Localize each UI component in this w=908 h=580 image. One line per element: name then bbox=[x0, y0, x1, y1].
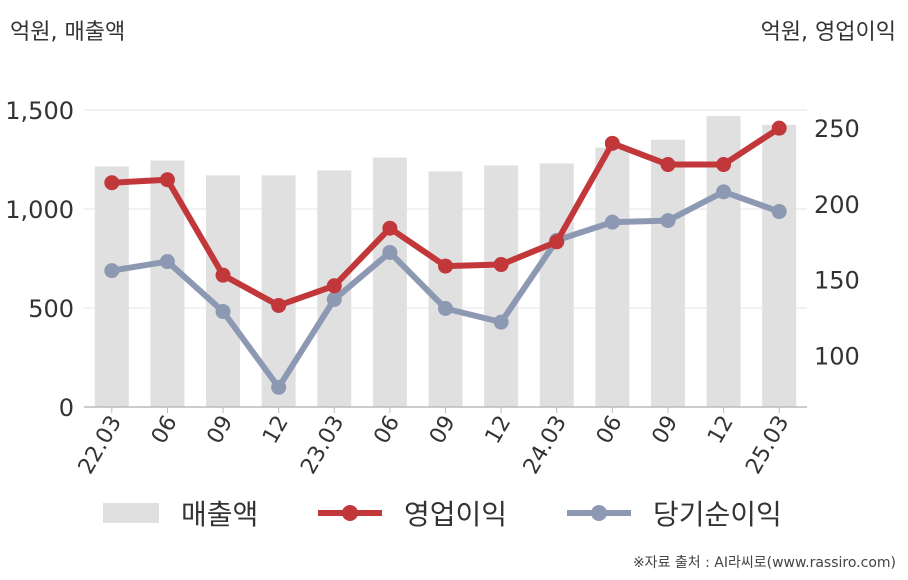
x-tick-label: 06 bbox=[369, 412, 405, 449]
legend-swatch-net bbox=[567, 505, 631, 521]
point-net-income bbox=[493, 314, 509, 330]
left-tick-label: 1,500 bbox=[5, 97, 74, 125]
left-tick-label: 1,000 bbox=[5, 196, 74, 224]
point-net-income bbox=[438, 301, 453, 317]
point-net-income bbox=[771, 204, 787, 220]
point-operating-profit bbox=[104, 175, 120, 191]
legend-label-revenue: 매출액 bbox=[181, 498, 259, 531]
point-operating-profit bbox=[716, 157, 732, 173]
x-tick-label: 25.03 bbox=[741, 412, 794, 479]
legend-swatch-operating bbox=[318, 505, 382, 521]
bar-revenue bbox=[762, 124, 797, 407]
right-tick-label: 250 bbox=[814, 115, 860, 143]
point-net-income bbox=[215, 304, 231, 320]
right-tick-label: 150 bbox=[814, 267, 860, 295]
bar-revenue bbox=[484, 165, 519, 407]
legend-item-operating: 영업이익 bbox=[318, 493, 507, 533]
legend-item-revenue: 매출액 bbox=[103, 493, 258, 533]
point-net-income bbox=[382, 244, 398, 260]
bar-revenue bbox=[428, 171, 463, 407]
legend-label-operating: 영업이익 bbox=[404, 498, 508, 531]
right-tick-label: 100 bbox=[814, 342, 860, 370]
right-axis-unit-label: 억원, 영업이익 bbox=[760, 20, 896, 45]
bar-revenue bbox=[206, 175, 241, 407]
point-net-income bbox=[326, 291, 342, 307]
x-tick-label: 06 bbox=[147, 412, 183, 449]
point-operating-profit bbox=[771, 120, 787, 136]
x-tick-label: 12 bbox=[258, 412, 294, 449]
x-tick-label: 24.03 bbox=[519, 412, 572, 479]
x-tick-label: 09 bbox=[648, 412, 684, 449]
point-operating-profit bbox=[215, 267, 231, 283]
x-tick-label: 09 bbox=[425, 412, 461, 449]
legend-label-net: 당기순이익 bbox=[653, 498, 782, 531]
point-net-income bbox=[271, 379, 287, 395]
x-tick-label: 12 bbox=[703, 412, 739, 449]
point-net-income bbox=[104, 263, 120, 279]
point-net-income bbox=[716, 184, 732, 200]
x-tick-label: 23.03 bbox=[296, 412, 349, 479]
left-tick-label: 500 bbox=[28, 295, 74, 323]
bar-revenue bbox=[595, 147, 630, 407]
bar-revenue bbox=[94, 166, 129, 407]
point-net-income bbox=[159, 254, 175, 270]
left-tick-label: 0 bbox=[59, 394, 74, 422]
x-tick-label: 09 bbox=[203, 412, 239, 449]
point-net-income bbox=[604, 214, 620, 230]
point-operating-profit bbox=[660, 157, 676, 173]
legend: 매출액 영업이익 당기순이익 bbox=[0, 493, 908, 533]
bar-revenue bbox=[372, 157, 407, 407]
x-tick-label: 12 bbox=[481, 411, 517, 448]
bar-revenue bbox=[650, 139, 685, 407]
x-tick-label: 06 bbox=[592, 412, 628, 449]
x-tick-label: 22.03 bbox=[74, 412, 127, 479]
point-operating-profit bbox=[604, 135, 620, 151]
point-operating-profit bbox=[549, 234, 565, 250]
source-note: ※자료 출처 : AI라씨로(www.rassiro.com) bbox=[632, 555, 896, 571]
bar-revenue bbox=[539, 163, 574, 407]
point-operating-profit bbox=[438, 258, 453, 274]
point-operating-profit bbox=[382, 220, 398, 236]
point-net-income bbox=[660, 213, 676, 229]
point-operating-profit bbox=[159, 172, 175, 188]
right-tick-label: 200 bbox=[814, 191, 860, 219]
point-operating-profit bbox=[493, 257, 509, 273]
point-operating-profit bbox=[326, 278, 342, 294]
legend-item-net: 당기순이익 bbox=[567, 493, 782, 533]
left-axis-unit-label: 억원, 매출액 bbox=[10, 20, 126, 45]
point-operating-profit bbox=[271, 297, 287, 313]
legend-swatch-revenue bbox=[103, 503, 159, 523]
